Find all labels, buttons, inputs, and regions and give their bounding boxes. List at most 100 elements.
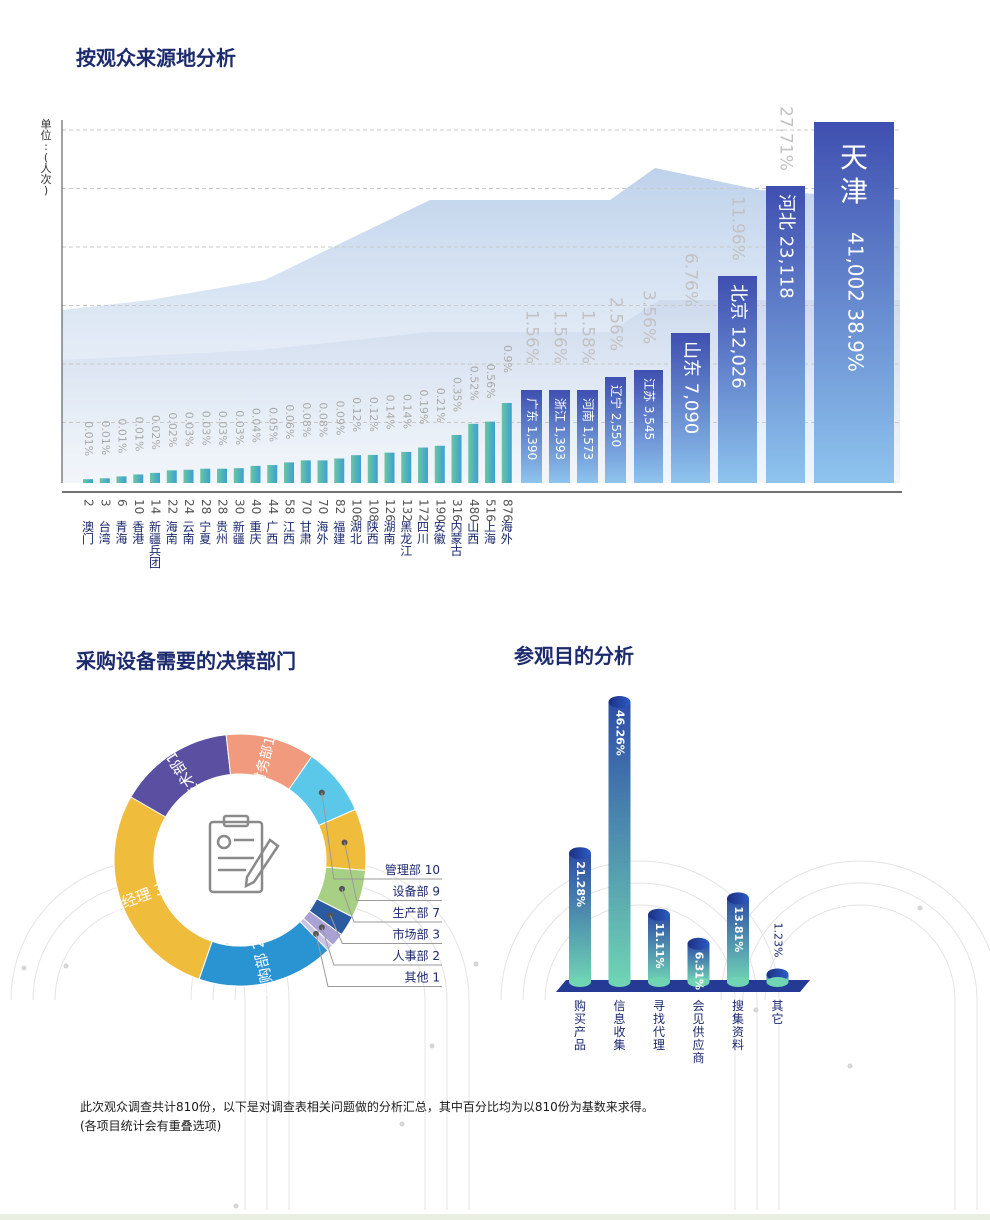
bar-label-北京: 北京 12,026: [728, 284, 749, 389]
callout-label-3: 市场部 3: [393, 927, 440, 942]
clipboard-pen: [244, 838, 280, 889]
bar-江苏: [634, 370, 663, 483]
pct-label-江西: 0.06%: [283, 404, 296, 439]
bar-name-天津: 天津: [840, 141, 868, 208]
cylinder-购买产品: [569, 853, 591, 982]
callout-label-4: 人事部 2: [393, 948, 440, 963]
cylinder-搜集资料: [727, 898, 749, 982]
province-label-山西: 山西: [467, 520, 479, 546]
pct-label-重庆: 0.04%: [250, 408, 263, 443]
province-label-内蒙古: 内蒙古: [450, 520, 462, 558]
value-label-其它: 1.23%: [772, 923, 785, 958]
count-label-湖北: 106: [350, 499, 364, 522]
bar-湖北: [351, 455, 361, 483]
watermark-dot: [63, 963, 69, 969]
bar-新疆: [233, 468, 244, 483]
count-label-青海: 6: [115, 499, 129, 507]
watermark-dot: [429, 1043, 435, 1049]
pct-label-四川: 0.19%: [417, 390, 430, 425]
count-label-海外: 70: [316, 499, 330, 514]
count-label-贵州: 28: [216, 499, 230, 514]
province-label-福建: 福建: [333, 519, 345, 546]
bar-label-山东: 山东 7,090: [681, 341, 702, 434]
pct-label-黑龙江: 0.14%: [400, 394, 413, 429]
province-label-湖北: 湖北: [350, 519, 362, 546]
callout-line-0: [321, 792, 442, 880]
province-label-海外: 海外: [501, 519, 513, 546]
cylinder-bottom-购买产品: [569, 977, 591, 987]
bar-label-广东: 广东 1,390: [525, 398, 539, 460]
cylinder-top-寻找代理: [648, 908, 670, 921]
pct-label-陕西: 0.12%: [367, 397, 380, 432]
province-label-云南: 云南: [182, 520, 194, 546]
count-label-黑龙江: 132: [400, 499, 414, 522]
bar-上海: [485, 421, 495, 483]
bar-陕西: [367, 454, 378, 483]
bar-label-天津: 41,002 38.9%: [844, 232, 868, 372]
count-label-甘肃: 70: [299, 499, 313, 514]
bar-四川: [418, 447, 428, 483]
cylinder-bottom-会见供应商: [687, 977, 710, 987]
province-label-黑龙江: 黑龙江: [400, 520, 412, 558]
origin-bar-chart: 单位: (人次) 0.01% 2 澳门 0.01% 3 台湾 0.01% 6 青海 0.01% 10 香港…: [41, 106, 902, 570]
watermark-dot: [233, 1203, 239, 1209]
clipboard-body: [208, 820, 264, 894]
value-label-购买产品: 21.28%: [574, 861, 587, 907]
pct-label-辽宁: 2.56%: [606, 297, 626, 351]
callout-line-5: [315, 933, 442, 987]
count-label-台湾: 3: [98, 499, 112, 507]
count-label-四川: 172: [417, 499, 431, 522]
count-label-湖南: 126: [383, 499, 397, 522]
pct-label-新疆: 0.03%: [233, 410, 246, 445]
pct-label-云南: 0.03%: [183, 412, 196, 447]
cylinder-bottom-信息收集: [608, 977, 631, 987]
value-label-会见供应商: 6.31%: [693, 952, 706, 990]
watermark-dot: [21, 965, 27, 971]
count-label-陕西: 108: [366, 499, 380, 522]
cylinder-bottom-搜集资料: [727, 977, 749, 987]
province-label-台湾: 台湾: [99, 519, 111, 546]
count-label-安徽: 190: [433, 499, 447, 522]
callout-line-4: [321, 927, 442, 966]
bar-label-浙江: 浙江 1,393: [553, 398, 567, 460]
watermark-dot: [473, 961, 479, 967]
callout-line-1: [344, 842, 442, 901]
pct-label-山东: 6.76%: [681, 253, 701, 307]
category-label-寻找代理: 寻找代理: [653, 999, 665, 1052]
origin-analysis-title: 按观众来源地分析: [76, 46, 236, 70]
count-label-新疆: 30: [232, 499, 246, 514]
pct-label-新疆兵团: 0.02%: [149, 415, 162, 450]
province-label-新疆兵团: 新疆兵团: [149, 519, 161, 570]
cylinder-寻找代理: [648, 914, 670, 982]
donut-slice-总经理: [113, 796, 213, 980]
pct-label-福建: 0.09%: [333, 401, 346, 436]
bar-河北: [766, 186, 805, 483]
pct-label-海南: 0.02%: [166, 412, 179, 447]
province-label-重庆: 重庆: [249, 520, 261, 546]
bar-内蒙古: [451, 434, 462, 483]
bar-海外: [501, 403, 512, 483]
count-label-内蒙古: 316: [450, 499, 464, 522]
province-label-上海: 上海: [484, 520, 496, 546]
count-label-上海: 516: [484, 499, 498, 522]
cylinder-top-购买产品: [569, 847, 591, 860]
bar-海外: [317, 460, 328, 483]
count-label-广西: 44: [266, 499, 280, 514]
province-label-香港: 香港: [132, 520, 144, 546]
count-label-重庆: 40: [249, 499, 263, 514]
clipboard-clip: [222, 814, 250, 828]
bar-辽宁: [605, 377, 626, 483]
province-label-宁夏: 宁夏: [199, 519, 211, 546]
bar-香港: [133, 474, 144, 483]
pct-label-甘肃: 0.08%: [300, 402, 313, 437]
cylinder-会见供应商: [687, 943, 710, 982]
pct-label-河南: 1.58%: [578, 310, 598, 364]
bar-广西: [267, 465, 278, 483]
clipboard-icon: [208, 814, 280, 894]
pct-label-海外: 0.08%: [317, 402, 330, 437]
province-label-湖南: 湖南: [383, 519, 395, 546]
bar-湖南: [384, 452, 395, 483]
bar-新疆兵团: [150, 472, 160, 483]
callout-line-2: [341, 888, 442, 923]
